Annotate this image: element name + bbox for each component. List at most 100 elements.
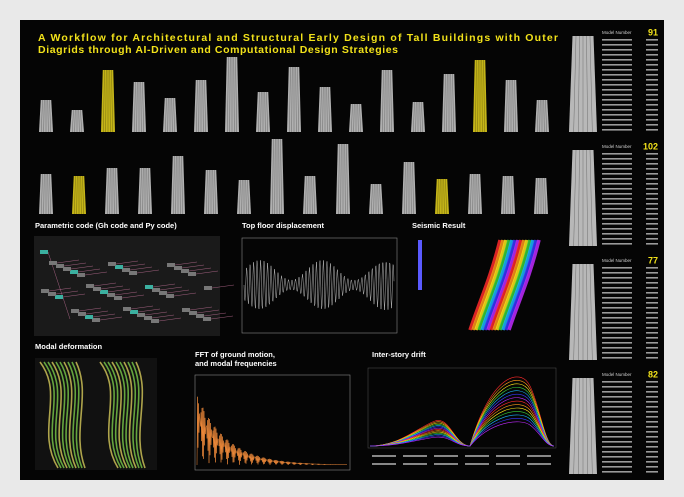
table-row bbox=[602, 456, 632, 458]
table-value bbox=[646, 302, 658, 304]
table-value bbox=[646, 272, 658, 274]
table-row bbox=[602, 69, 632, 71]
table-row bbox=[602, 337, 632, 339]
model-number-label: Model Number bbox=[602, 30, 632, 35]
code-node bbox=[151, 319, 159, 323]
code-node bbox=[114, 296, 122, 300]
table-value bbox=[646, 243, 658, 245]
model-number-label: Model Number bbox=[602, 258, 632, 263]
table-row bbox=[602, 471, 632, 473]
table-row bbox=[602, 188, 632, 190]
table-value bbox=[646, 213, 658, 215]
table-value bbox=[646, 173, 658, 175]
table-value bbox=[646, 104, 658, 106]
table-row bbox=[602, 84, 632, 86]
table-value bbox=[646, 238, 658, 240]
table-value bbox=[646, 282, 658, 284]
code-node bbox=[108, 262, 116, 266]
table-value bbox=[646, 84, 658, 86]
table-row bbox=[602, 332, 632, 334]
table-row bbox=[602, 168, 632, 170]
table-row bbox=[602, 183, 632, 185]
table-value bbox=[646, 337, 658, 339]
table-value bbox=[646, 461, 658, 463]
table-value bbox=[646, 292, 658, 294]
table-row bbox=[602, 223, 632, 225]
table-value bbox=[646, 188, 658, 190]
table-row bbox=[602, 312, 632, 314]
code-node bbox=[144, 316, 152, 320]
table-row bbox=[602, 153, 632, 155]
code-node bbox=[56, 264, 64, 268]
table-row bbox=[602, 267, 632, 269]
code-panel bbox=[34, 236, 220, 336]
table-value bbox=[646, 451, 658, 453]
table-row bbox=[602, 64, 632, 66]
table-row bbox=[602, 233, 632, 235]
table-value bbox=[646, 421, 658, 423]
table-row bbox=[602, 94, 632, 96]
table-value bbox=[646, 119, 658, 121]
code-node bbox=[86, 284, 94, 288]
table-row bbox=[602, 297, 632, 299]
table-value bbox=[646, 178, 658, 180]
code-node bbox=[145, 285, 153, 289]
code-node bbox=[41, 289, 49, 293]
code-node bbox=[174, 266, 182, 270]
table-row bbox=[602, 411, 632, 413]
table-row bbox=[602, 203, 632, 205]
table-value bbox=[646, 158, 658, 160]
code-node bbox=[77, 273, 85, 277]
code-node bbox=[130, 310, 138, 314]
code-node bbox=[166, 294, 174, 298]
table-row bbox=[602, 282, 632, 284]
table-row bbox=[602, 163, 632, 165]
table-value bbox=[646, 431, 658, 433]
table-row bbox=[602, 114, 632, 116]
table-value bbox=[646, 163, 658, 165]
table-row bbox=[602, 173, 632, 175]
code-node bbox=[188, 272, 196, 276]
table-value bbox=[646, 59, 658, 61]
table-value bbox=[646, 401, 658, 403]
table-row bbox=[602, 421, 632, 423]
code-node bbox=[204, 286, 212, 290]
code-node bbox=[85, 315, 93, 319]
table-value bbox=[646, 352, 658, 354]
code-node bbox=[167, 263, 175, 267]
table-row bbox=[602, 416, 632, 418]
legend-entry bbox=[527, 455, 551, 457]
table-row bbox=[602, 272, 632, 274]
table-row bbox=[602, 193, 632, 195]
section-heading: Inter-story drift bbox=[372, 350, 426, 359]
code-node bbox=[93, 287, 101, 291]
table-value bbox=[646, 94, 658, 96]
table-row bbox=[602, 79, 632, 81]
poster: A Workflow for Architectural and Structu… bbox=[0, 0, 684, 497]
table-row bbox=[602, 426, 632, 428]
table-value bbox=[646, 342, 658, 344]
table-value bbox=[646, 391, 658, 393]
code-node bbox=[122, 268, 130, 272]
code-node bbox=[152, 288, 160, 292]
table-value bbox=[646, 208, 658, 210]
table-value bbox=[646, 312, 658, 314]
table-row bbox=[602, 124, 632, 126]
code-node bbox=[129, 271, 137, 275]
table-row bbox=[602, 386, 632, 388]
title-line: A Workflow for Architectural and Structu… bbox=[38, 32, 558, 44]
legend-entry bbox=[465, 455, 489, 457]
code-node bbox=[71, 309, 79, 313]
table-value bbox=[646, 347, 658, 349]
table-row bbox=[602, 39, 632, 41]
table-value bbox=[646, 436, 658, 438]
table-row bbox=[602, 238, 632, 240]
table-row bbox=[602, 322, 632, 324]
table-row bbox=[602, 461, 632, 463]
table-value bbox=[646, 297, 658, 299]
table-value bbox=[646, 114, 658, 116]
legend-entry bbox=[372, 463, 396, 465]
table-value bbox=[646, 69, 658, 71]
table-value bbox=[646, 223, 658, 225]
table-row bbox=[602, 357, 632, 359]
